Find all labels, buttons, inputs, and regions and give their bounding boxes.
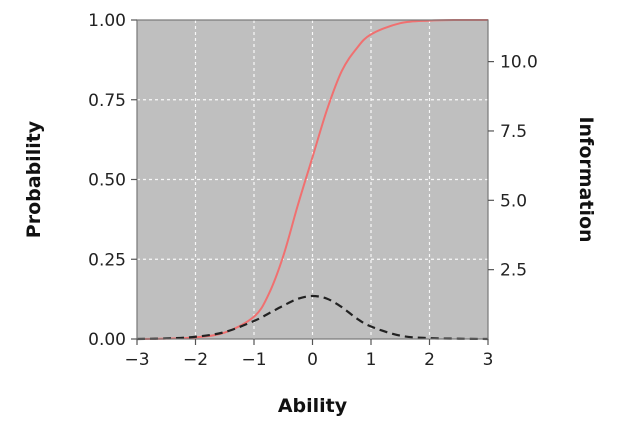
x-tick-label: 3 [483,350,494,370]
series-layer [136,18,489,341]
grid-lines [137,20,488,339]
y2-axis-title: Information [575,116,597,242]
y-tick-label: 0.00 [88,330,126,350]
x-tick-label: −3 [124,350,149,370]
y-tick-label: 1.00 [88,11,126,31]
x-axis-title: Ability [278,395,348,417]
information-curve [136,294,489,341]
y2-tick-label: 10.0 [500,53,538,73]
y-tick-label: 0.75 [88,91,126,111]
axes: −3 −2 −1 0 1 2 3 0.00 0.25 0.50 0.75 1.00 2.5 5.0 7.5 1… [88,11,538,370]
x-tick-label: −1 [241,350,266,370]
x-tick-label: 1 [366,350,377,370]
x-tick-label: 2 [424,350,435,370]
y2-tick-label: 5.0 [500,191,527,211]
y-axis-title: Probability [23,120,45,238]
x-tick-label: −2 [183,350,208,370]
x-tick-label: 0 [307,350,318,370]
y2-tick-label: 2.5 [500,261,527,281]
y-tick-label: 0.50 [88,171,126,191]
y2-tick-label: 7.5 [500,122,527,142]
y-tick-label: 0.25 [88,250,126,270]
